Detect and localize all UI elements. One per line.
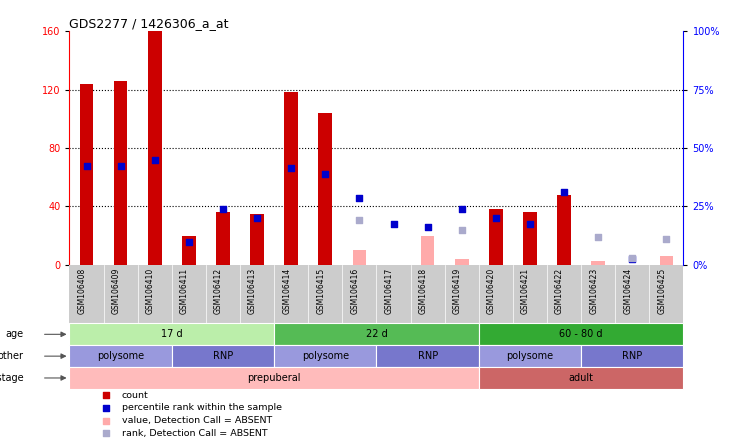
Text: GSM106411: GSM106411 xyxy=(180,268,189,314)
Point xyxy=(149,156,161,163)
Bar xyxy=(80,84,94,265)
Bar xyxy=(172,345,274,367)
Bar xyxy=(148,31,162,265)
Text: adult: adult xyxy=(569,373,594,383)
Point xyxy=(705,353,717,360)
Point xyxy=(626,254,638,261)
Point xyxy=(705,123,717,130)
Text: other: other xyxy=(0,351,23,361)
Point xyxy=(705,8,717,15)
Bar xyxy=(114,81,127,265)
Bar xyxy=(479,367,683,389)
Bar xyxy=(69,367,479,389)
Text: RNP: RNP xyxy=(622,351,643,361)
Text: GSM106420: GSM106420 xyxy=(487,268,496,314)
Point xyxy=(705,238,717,245)
Bar xyxy=(421,258,434,265)
Point xyxy=(80,162,92,169)
Point xyxy=(661,235,673,242)
Point xyxy=(422,223,433,230)
Bar xyxy=(216,212,230,265)
Text: 60 - 80 d: 60 - 80 d xyxy=(559,329,603,339)
Text: rank, Detection Call = ABSENT: rank, Detection Call = ABSENT xyxy=(121,429,268,438)
Point xyxy=(490,214,501,222)
Text: RNP: RNP xyxy=(213,351,233,361)
Point xyxy=(354,194,366,201)
Bar xyxy=(182,236,196,265)
Text: GSM106422: GSM106422 xyxy=(555,268,564,314)
Bar xyxy=(69,345,172,367)
Text: GSM106421: GSM106421 xyxy=(521,268,530,314)
Bar xyxy=(523,212,537,265)
Text: polysome: polysome xyxy=(507,351,553,361)
Point xyxy=(456,226,468,234)
Bar xyxy=(557,195,571,265)
Text: polysome: polysome xyxy=(302,351,349,361)
Text: GSM106419: GSM106419 xyxy=(452,268,462,314)
Bar xyxy=(479,345,581,367)
Text: polysome: polysome xyxy=(97,351,144,361)
Point xyxy=(251,214,263,222)
Bar xyxy=(274,323,479,345)
Text: GSM106410: GSM106410 xyxy=(145,268,155,314)
Text: GSM106413: GSM106413 xyxy=(248,268,257,314)
Bar xyxy=(376,345,479,367)
Text: age: age xyxy=(5,329,23,339)
Text: GSM106408: GSM106408 xyxy=(77,268,86,314)
Point xyxy=(592,234,604,241)
Point xyxy=(354,216,366,223)
Bar xyxy=(274,345,376,367)
Point xyxy=(183,238,194,245)
Text: GSM106418: GSM106418 xyxy=(419,268,428,314)
Point xyxy=(285,165,297,172)
Bar xyxy=(455,259,469,265)
Point xyxy=(217,206,229,213)
Point xyxy=(115,162,126,169)
Text: GSM106425: GSM106425 xyxy=(657,268,667,314)
Bar xyxy=(479,323,683,345)
Bar xyxy=(284,92,298,265)
Text: GSM106417: GSM106417 xyxy=(385,268,393,314)
Text: GSM106416: GSM106416 xyxy=(350,268,360,314)
Text: development stage: development stage xyxy=(0,373,23,383)
Point xyxy=(387,221,399,228)
Bar xyxy=(421,236,434,265)
Text: 17 d: 17 d xyxy=(161,329,183,339)
Bar xyxy=(591,261,605,265)
Text: GSM106424: GSM106424 xyxy=(624,268,632,314)
Point xyxy=(456,206,468,213)
Bar xyxy=(581,345,683,367)
Text: GSM106423: GSM106423 xyxy=(589,268,598,314)
Bar xyxy=(352,250,366,265)
Text: RNP: RNP xyxy=(417,351,438,361)
Bar xyxy=(489,210,503,265)
Point xyxy=(626,256,638,263)
Bar xyxy=(319,113,332,265)
Text: GDS2277 / 1426306_a_at: GDS2277 / 1426306_a_at xyxy=(69,17,229,30)
Point xyxy=(524,221,536,228)
Bar xyxy=(250,214,264,265)
Text: GSM106412: GSM106412 xyxy=(214,268,223,314)
Text: GSM106415: GSM106415 xyxy=(317,268,325,314)
Text: value, Detection Call = ABSENT: value, Detection Call = ABSENT xyxy=(121,416,272,425)
Point xyxy=(319,171,331,178)
Text: prepuberal: prepuberal xyxy=(247,373,301,383)
Bar xyxy=(69,323,274,345)
Text: count: count xyxy=(121,391,148,400)
Text: GSM106414: GSM106414 xyxy=(282,268,291,314)
Text: 22 d: 22 d xyxy=(366,329,387,339)
Text: GSM106409: GSM106409 xyxy=(112,268,121,314)
Text: percentile rank within the sample: percentile rank within the sample xyxy=(121,404,281,412)
Point xyxy=(558,188,570,195)
Bar xyxy=(659,256,673,265)
